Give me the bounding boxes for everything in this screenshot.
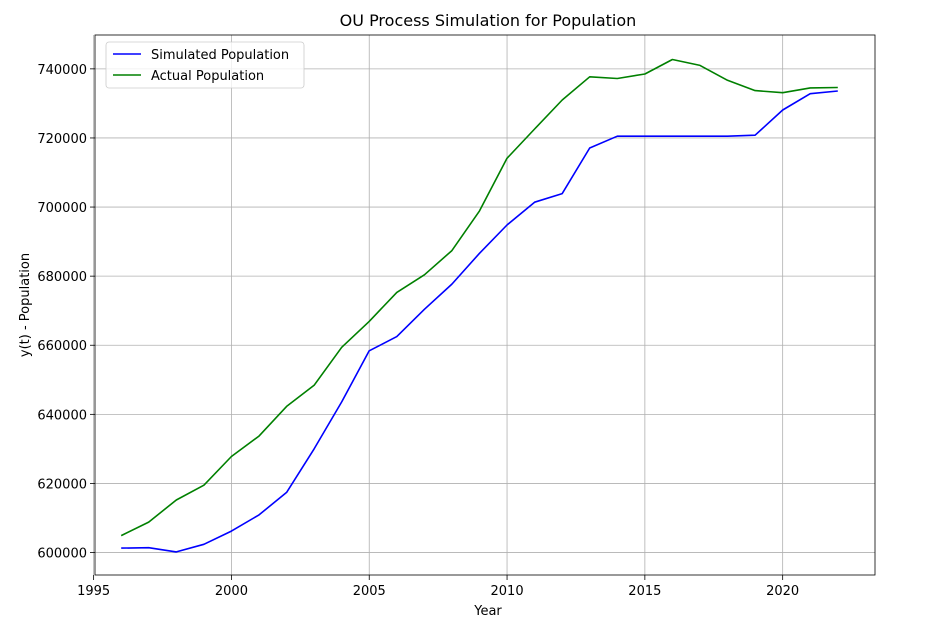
series-line-simulated <box>121 90 838 553</box>
series-line-actual <box>120 58 838 537</box>
series-lines <box>120 58 838 553</box>
y-tick-label: 640000 <box>37 408 87 423</box>
y-tick-label: 740000 <box>37 63 87 78</box>
x-tick-label: 1995 <box>77 584 110 599</box>
y-tick-label: 680000 <box>37 270 87 285</box>
y-tick-label: 600000 <box>37 547 87 562</box>
x-tick-label: 2000 <box>215 584 248 599</box>
y-tick-label: 660000 <box>37 339 87 354</box>
legend: Simulated Population Actual Population <box>105 41 305 89</box>
y-axis-label: y(t) - Population <box>18 253 33 357</box>
y-tick-label: 620000 <box>37 477 87 492</box>
chart-title: OU Process Simulation for Population <box>340 11 637 30</box>
x-axis-label: Year <box>473 604 502 619</box>
legend-box <box>105 41 305 89</box>
plot-frame <box>94 34 876 576</box>
x-tick-label: 2010 <box>491 584 524 599</box>
legend-label-simulated: Simulated Population <box>151 48 289 63</box>
y-tick-label: 720000 <box>37 132 87 147</box>
axis-ticks: 1995 2000 2005 2010 2015 2020 600000 620000 6400… <box>37 63 799 599</box>
grid <box>93 35 875 575</box>
x-tick-label: 2015 <box>628 584 661 599</box>
x-tick-label: 2020 <box>766 584 799 599</box>
y-tick-label: 700000 <box>37 201 87 216</box>
legend-label-actual: Actual Population <box>151 69 264 84</box>
x-tick-label: 2005 <box>353 584 386 599</box>
